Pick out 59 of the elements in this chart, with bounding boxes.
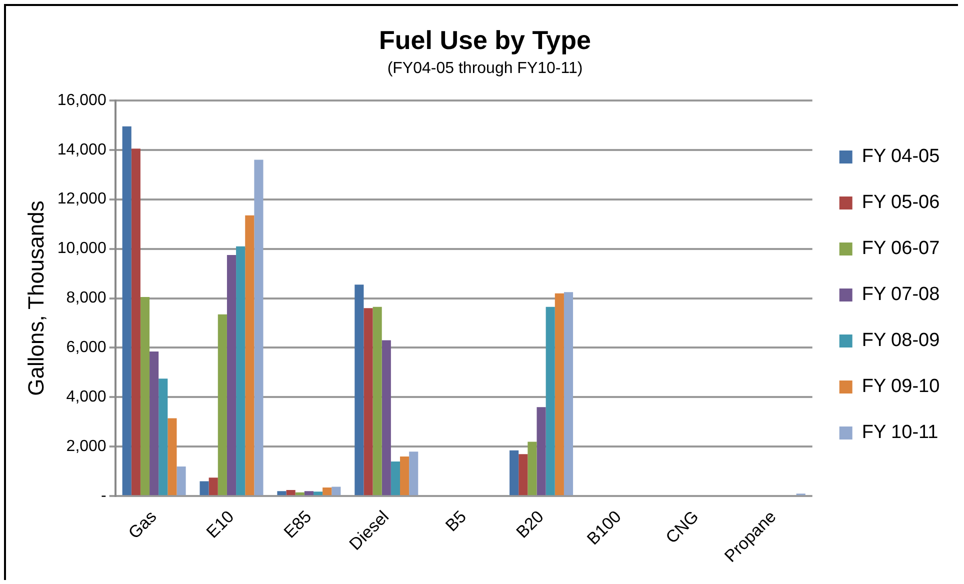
- bar: [313, 492, 323, 496]
- y-tick-label: 4,000: [66, 388, 106, 406]
- x-tick-label: B5: [442, 507, 470, 536]
- bar: [131, 148, 140, 496]
- y-tick-label: 16,000: [57, 92, 106, 109]
- y-tick-label: 8,000: [66, 290, 106, 307]
- legend-label: FY 07-08: [862, 284, 940, 306]
- bar: [354, 284, 364, 496]
- legend-label: FY 05-06: [862, 192, 940, 214]
- bar: [382, 340, 391, 496]
- y-tick-label: 6,000: [66, 339, 106, 356]
- legend-label: FY 10-11: [862, 422, 938, 444]
- bar: [390, 462, 400, 496]
- legend-label: FY 06-07: [862, 238, 940, 260]
- chart-subtitle: (FY04-05 through FY10-11): [387, 60, 583, 78]
- bar: [286, 490, 296, 496]
- bar: [564, 292, 574, 496]
- x-tick-label: Gas: [124, 507, 160, 543]
- y-tick-label: 14,000: [57, 141, 106, 158]
- bar: [554, 293, 564, 496]
- bar: [158, 378, 168, 496]
- bar: [140, 297, 150, 496]
- bar: [236, 246, 246, 496]
- x-tick-label: E85: [280, 507, 316, 542]
- y-axis-title: Gallons, Thousands: [23, 200, 48, 396]
- bar: [322, 487, 332, 496]
- bar: [150, 351, 159, 496]
- bar: [518, 454, 528, 496]
- x-tick-label: B20: [512, 507, 548, 542]
- bar: [546, 306, 555, 496]
- bar: [200, 481, 209, 496]
- bar: [208, 478, 218, 496]
- bar: [168, 418, 177, 496]
- bar: [364, 308, 373, 496]
- y-tick-label: 2,000: [66, 438, 106, 456]
- bar: [409, 452, 418, 496]
- bar: [510, 450, 519, 496]
- legend-label: FY 08-09: [862, 330, 940, 352]
- bar: [372, 306, 382, 496]
- x-tick-label: E10: [202, 507, 238, 542]
- legend-label: FY 09-10: [862, 376, 940, 398]
- legend-label: FY 04-05: [862, 146, 940, 168]
- bar: [254, 160, 264, 496]
- chart-title: Fuel Use by Type: [379, 24, 591, 55]
- bar: [304, 491, 314, 496]
- bar: [277, 491, 286, 496]
- bar: [295, 492, 304, 496]
- bar: [332, 486, 341, 496]
- bar: [226, 254, 236, 496]
- bar: [528, 442, 537, 496]
- bar: [536, 407, 546, 496]
- bar: [245, 215, 254, 496]
- bar: [400, 456, 410, 496]
- y-tick-label: 10,000: [57, 240, 106, 258]
- bar: [122, 126, 132, 496]
- y-tick-label: -: [101, 488, 106, 505]
- bar: [176, 466, 186, 496]
- y-tick-label: 12,000: [57, 190, 106, 208]
- bar: [218, 314, 227, 496]
